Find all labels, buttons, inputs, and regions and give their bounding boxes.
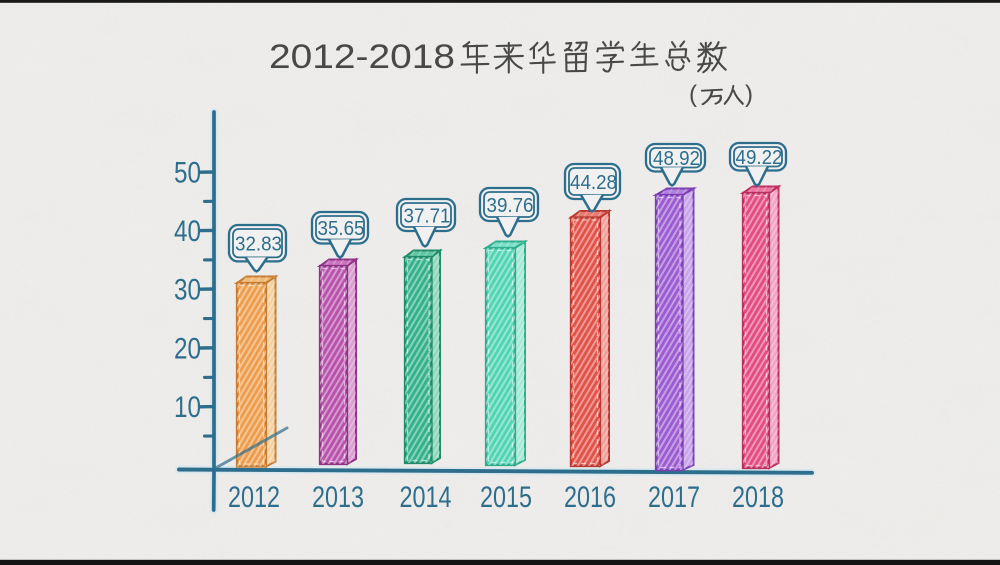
svg-text:40: 40: [174, 215, 201, 248]
svg-text:32.83: 32.83: [235, 234, 282, 256]
svg-text:2012: 2012: [228, 481, 280, 514]
svg-text:48.92: 48.92: [653, 148, 700, 170]
svg-text:10: 10: [174, 391, 201, 424]
svg-text:2013: 2013: [312, 481, 364, 514]
svg-text:37.71: 37.71: [404, 205, 451, 227]
svg-text:44.28: 44.28: [570, 172, 617, 194]
svg-text:35.65: 35.65: [318, 218, 365, 240]
svg-text:20: 20: [174, 332, 201, 365]
svg-text:2016: 2016: [564, 481, 616, 514]
svg-text:49.22: 49.22: [736, 147, 783, 169]
svg-text:(: (: [689, 81, 697, 108]
svg-text:2018: 2018: [732, 481, 784, 514]
svg-text:50: 50: [174, 157, 201, 190]
svg-text:2015: 2015: [480, 481, 532, 514]
svg-text:2017: 2017: [648, 481, 700, 514]
svg-text:): ): [745, 81, 753, 108]
svg-text:2012-2018: 2012-2018: [269, 38, 455, 76]
svg-text:30: 30: [174, 274, 201, 307]
svg-text:2014: 2014: [400, 481, 452, 514]
svg-text:39.76: 39.76: [487, 195, 534, 217]
